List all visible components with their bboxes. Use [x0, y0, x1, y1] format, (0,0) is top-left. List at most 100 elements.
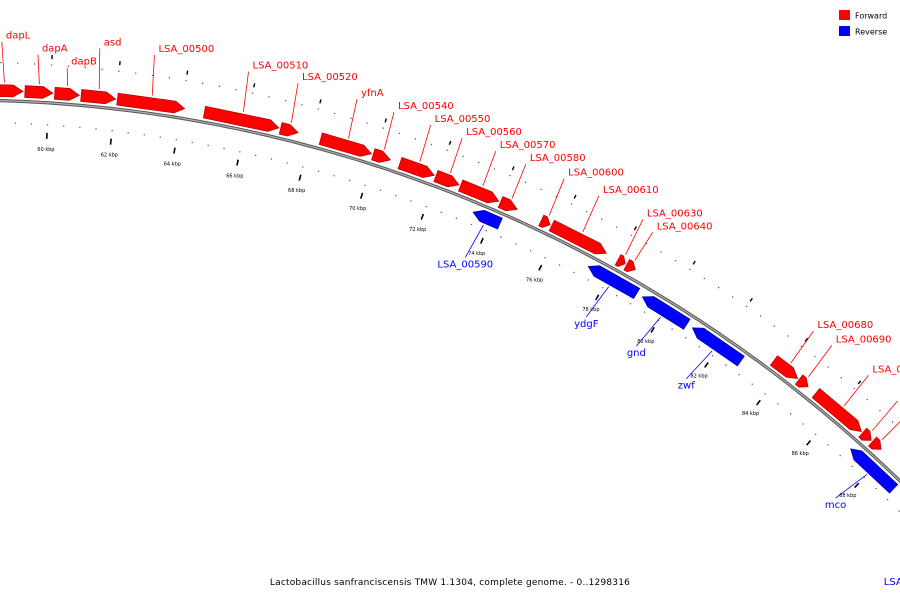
track-dot	[175, 139, 177, 141]
gene-yfna[interactable]	[318, 132, 373, 157]
gene-lsa-00700[interactable]	[811, 387, 862, 432]
track-dot	[333, 175, 335, 177]
outer-tick	[633, 226, 638, 231]
tick-label: 74 kbp	[468, 251, 485, 257]
track-dot	[800, 345, 803, 347]
track-dot	[202, 82, 204, 85]
gene-label: ydgF	[574, 319, 599, 330]
gene-dapl[interactable]	[0, 84, 24, 98]
track-dot	[643, 311, 646, 313]
gene-lsa-00610[interactable]	[548, 219, 607, 255]
gene-lsa-00510[interactable]	[202, 105, 280, 132]
genome-caption: Lactobacillus sanfranciscensis TMW 1.130…	[269, 578, 631, 588]
gene-lsa-00540[interactable]	[371, 148, 392, 163]
tick-mark	[650, 326, 655, 333]
track-dot	[573, 271, 575, 274]
gene-label: mco	[825, 500, 846, 511]
gene-dapb[interactable]	[53, 86, 81, 101]
gene-ydgf[interactable]	[587, 265, 641, 300]
track-dot	[207, 144, 209, 147]
track-dot	[425, 205, 427, 208]
gene-label: LSA_00520	[302, 72, 358, 83]
legend-swatch	[839, 10, 850, 20]
track-dot	[891, 421, 894, 423]
gene-label: LSA_00500	[158, 44, 214, 55]
gene-leader	[808, 345, 833, 378]
gene-mco[interactable]	[850, 448, 899, 494]
track-dot	[67, 65, 70, 67]
gene-label: LSA_00550	[435, 114, 491, 125]
gene-label: LSA_00570	[500, 140, 556, 151]
track-dot	[879, 409, 881, 412]
gene-lsa-00600[interactable]	[538, 214, 551, 228]
gene-lsa-00580[interactable]	[497, 196, 518, 212]
outer-tick	[384, 118, 388, 123]
outer-tick	[511, 166, 515, 171]
outer-tick	[319, 99, 322, 104]
gene-lsa-00500[interactable]	[116, 92, 186, 114]
tick-label: 84 kbp	[742, 411, 759, 417]
gene-lsa-00720[interactable]	[868, 436, 882, 450]
track-dot	[524, 181, 527, 184]
track-dot	[814, 355, 816, 358]
track-dot	[239, 151, 241, 153]
tick-label: 80 kbp	[637, 339, 654, 345]
track-dot	[254, 154, 257, 157]
track-dot	[218, 85, 221, 88]
gene-label: LSA_00590	[437, 259, 493, 270]
track-dot	[731, 296, 734, 298]
gene-leader	[548, 178, 565, 216]
backbone-path	[0, 99, 900, 484]
track-dot	[777, 403, 779, 405]
track-dot	[382, 127, 384, 129]
tick-mark	[420, 213, 425, 220]
track-dot	[711, 355, 714, 357]
track-dot	[135, 72, 137, 74]
track-dot	[773, 325, 776, 327]
track-dot	[350, 117, 352, 119]
gene-lsa-00560[interactable]	[433, 170, 460, 188]
gene-asd[interactable]	[80, 89, 117, 105]
gene-lsa-00550[interactable]	[397, 157, 435, 178]
track-dot	[725, 364, 727, 366]
gene-dapa[interactable]	[24, 85, 54, 99]
gene-lsa-00680[interactable]	[769, 355, 799, 379]
track-dot	[364, 184, 366, 186]
gene-lsa-00520[interactable]	[278, 122, 299, 137]
gene-leader	[636, 316, 661, 347]
gene-zwf[interactable]	[691, 327, 745, 367]
outer-dotted-track	[0, 61, 894, 423]
track-dot	[286, 162, 288, 164]
gene-lsa-00590[interactable]	[472, 209, 503, 230]
track-dot	[615, 295, 618, 297]
gene-label: dapB	[71, 57, 97, 68]
track-dot	[814, 433, 817, 436]
track-dot	[0, 61, 2, 64]
track-dot	[685, 337, 687, 339]
track-dot	[802, 423, 804, 425]
gene-gnd[interactable]	[641, 296, 691, 330]
gene-leader	[835, 474, 868, 499]
gene-lsa-00690[interactable]	[794, 374, 809, 388]
track-dot	[698, 346, 700, 348]
track-dot	[284, 100, 287, 102]
track-dot	[585, 210, 588, 213]
track-dot	[540, 188, 542, 191]
gene-leader	[881, 421, 900, 440]
tick-label: 64 kbp	[164, 161, 181, 167]
tick-mark	[538, 264, 543, 271]
gene-lsa-00630[interactable]	[614, 254, 626, 267]
gene-leader	[790, 330, 814, 364]
gene-lsa-00570[interactable]	[458, 179, 500, 204]
track-dot	[251, 92, 254, 94]
gene-lsa-00710[interactable]	[858, 427, 872, 441]
backbone-highlight	[0, 100, 900, 482]
track-dot	[159, 136, 161, 138]
track-dot	[558, 264, 561, 266]
tick-label: 86 kbp	[792, 451, 809, 457]
gene-lsa-00640[interactable]	[623, 258, 636, 273]
outer-tick	[857, 380, 862, 385]
track-dot	[745, 305, 748, 308]
gene-leader	[843, 375, 869, 407]
